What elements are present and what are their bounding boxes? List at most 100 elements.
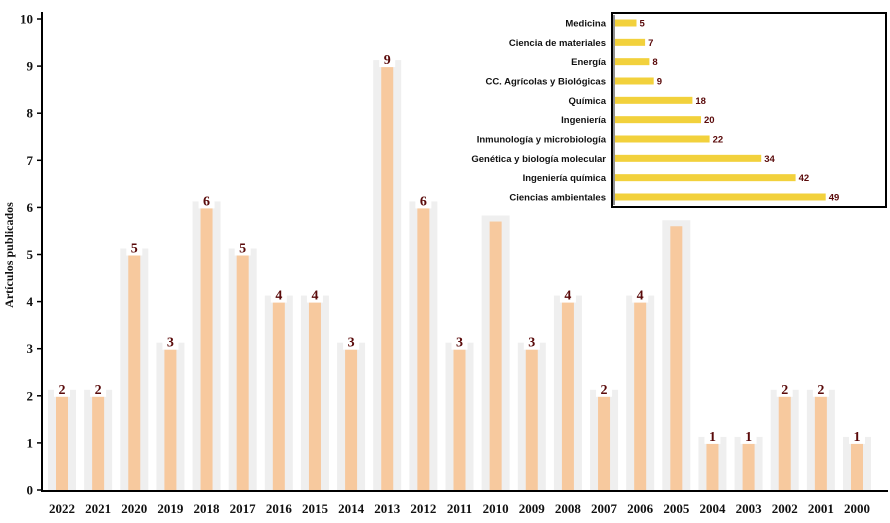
data-label-bg xyxy=(812,379,829,397)
inset-category-label: Ciencia de materiales xyxy=(509,38,606,49)
x-tick-label-2019: 2019 xyxy=(157,501,184,516)
inset-bar-4 xyxy=(615,96,693,104)
x-tick-label-2009: 2009 xyxy=(519,501,546,516)
data-label-2007: 2 xyxy=(601,383,608,398)
inset-data-label: 8 xyxy=(652,57,657,68)
inset-bar-3 xyxy=(615,77,654,85)
data-label-bg xyxy=(126,238,143,256)
bar-2013 xyxy=(381,66,394,490)
data-label-bg xyxy=(162,332,179,350)
x-tick-label-2016: 2016 xyxy=(266,501,293,516)
y-tick-label: 10 xyxy=(20,12,33,27)
x-tick-label-2018: 2018 xyxy=(194,501,221,516)
bar-2012 xyxy=(417,207,430,490)
bar-2014 xyxy=(345,348,358,490)
bar-2008 xyxy=(561,301,574,490)
x-tick-label-2022: 2022 xyxy=(49,501,75,516)
x-tick-label-2007: 2007 xyxy=(591,501,618,516)
inset-category-label: Ingeniería química xyxy=(523,173,607,184)
x-tick-label-2006: 2006 xyxy=(627,501,654,516)
x-tick-label-2013: 2013 xyxy=(374,501,401,516)
bar-2001 xyxy=(814,395,827,490)
data-label-2006: 4 xyxy=(637,289,644,304)
data-label-2020: 5 xyxy=(131,242,138,257)
data-label-2013: 9 xyxy=(384,53,391,68)
y-tick-label: 8 xyxy=(27,106,34,121)
data-label-2009: 3 xyxy=(528,336,535,351)
data-label-bg xyxy=(523,332,540,350)
data-label-bg xyxy=(415,191,432,209)
data-label-2014: 3 xyxy=(348,336,355,351)
y-tick-label: 5 xyxy=(27,247,34,262)
bar-2005 xyxy=(670,226,683,491)
inset-bar-0 xyxy=(615,19,637,27)
x-tick-label-2015: 2015 xyxy=(302,501,329,516)
inset-bars: Medicina 5 Ciencia de materiales 7 Energía 8 C… xyxy=(471,19,839,204)
inset-data-label: 9 xyxy=(657,77,662,88)
data-label-2001: 2 xyxy=(817,383,824,398)
data-label-2019: 3 xyxy=(167,336,174,351)
inset-data-label: 49 xyxy=(829,193,840,204)
data-label-2017: 5 xyxy=(239,242,246,257)
bar-2009 xyxy=(525,348,538,490)
bar-2006 xyxy=(634,301,647,490)
y-tick-label: 3 xyxy=(27,341,34,356)
inset-data-label: 20 xyxy=(704,115,715,126)
data-label-bg xyxy=(198,191,215,209)
bar-2019 xyxy=(164,348,177,490)
bar-2021 xyxy=(92,395,105,490)
y-ticks: 0 1 2 3 4 5 6 7 8 9 10 xyxy=(20,12,42,498)
x-tick-label-2011: 2011 xyxy=(447,501,472,516)
data-label-bg xyxy=(90,379,107,397)
data-label-bg xyxy=(54,379,70,397)
data-label-2002: 2 xyxy=(781,383,788,398)
inset-data-label: 34 xyxy=(764,154,775,165)
x-tick-label-2010: 2010 xyxy=(483,501,509,516)
bar-2004 xyxy=(706,442,719,490)
data-label-bg xyxy=(343,332,360,350)
data-label-2022: 2 xyxy=(59,383,66,398)
inset-category-label: CC. Agrícolas y Biológicas xyxy=(485,77,606,88)
x-tick-label-2003: 2003 xyxy=(736,501,763,516)
y-tick-label: 6 xyxy=(27,200,34,215)
bar-2002 xyxy=(778,395,791,490)
inset-bar-9 xyxy=(615,193,826,201)
inset-category-label: Inmunología y microbiología xyxy=(477,135,607,146)
data-label-2018: 6 xyxy=(203,194,210,209)
inset-data-label: 22 xyxy=(713,135,724,146)
inset-bar-6 xyxy=(615,135,710,143)
data-label-2021: 2 xyxy=(95,383,102,398)
inset-chart: Medicina 5 Ciencia de materiales 7 Energía 8 C… xyxy=(471,12,887,208)
y-tick-label: 1 xyxy=(27,435,34,450)
x-tick-label-2020: 2020 xyxy=(121,501,147,516)
y-tick-label: 2 xyxy=(27,388,34,403)
y-tick-label: 7 xyxy=(27,153,34,168)
y-tick-label: 4 xyxy=(27,294,34,309)
bar-2003 xyxy=(742,442,755,490)
data-label-2008: 4 xyxy=(564,289,571,304)
data-label-2003: 1 xyxy=(745,430,752,445)
inset-category-label: Medicina xyxy=(565,19,606,30)
data-label-bg xyxy=(596,379,613,397)
x-tick-label-2005: 2005 xyxy=(663,501,690,516)
bar-2017 xyxy=(236,254,249,490)
data-label-bg xyxy=(234,238,251,256)
data-label-bg xyxy=(740,426,757,444)
bar-2018 xyxy=(200,207,213,490)
bar-2010 xyxy=(489,221,502,490)
inset-category-label: Genética y biología molecular xyxy=(471,154,606,165)
data-label-bg xyxy=(270,285,287,303)
data-label-bg xyxy=(306,285,323,303)
bar-2022 xyxy=(56,395,68,490)
inset-category-label: Energía xyxy=(571,57,607,68)
data-label-bg xyxy=(849,426,865,444)
data-label-bg xyxy=(559,285,576,303)
x-ticks: 2022 2021 2020 2019 2018 2017 2016 2015 2014 2013… xyxy=(49,501,870,516)
inset-bar-7 xyxy=(615,154,762,162)
bar-2020 xyxy=(128,254,141,490)
data-label-2011: 3 xyxy=(456,336,463,351)
bar-2007 xyxy=(598,395,611,490)
data-label-2015: 4 xyxy=(311,289,318,304)
